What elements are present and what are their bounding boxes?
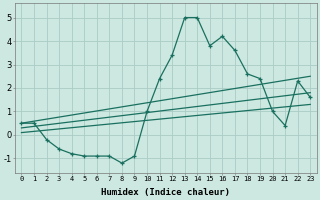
X-axis label: Humidex (Indice chaleur): Humidex (Indice chaleur) [101,188,230,197]
